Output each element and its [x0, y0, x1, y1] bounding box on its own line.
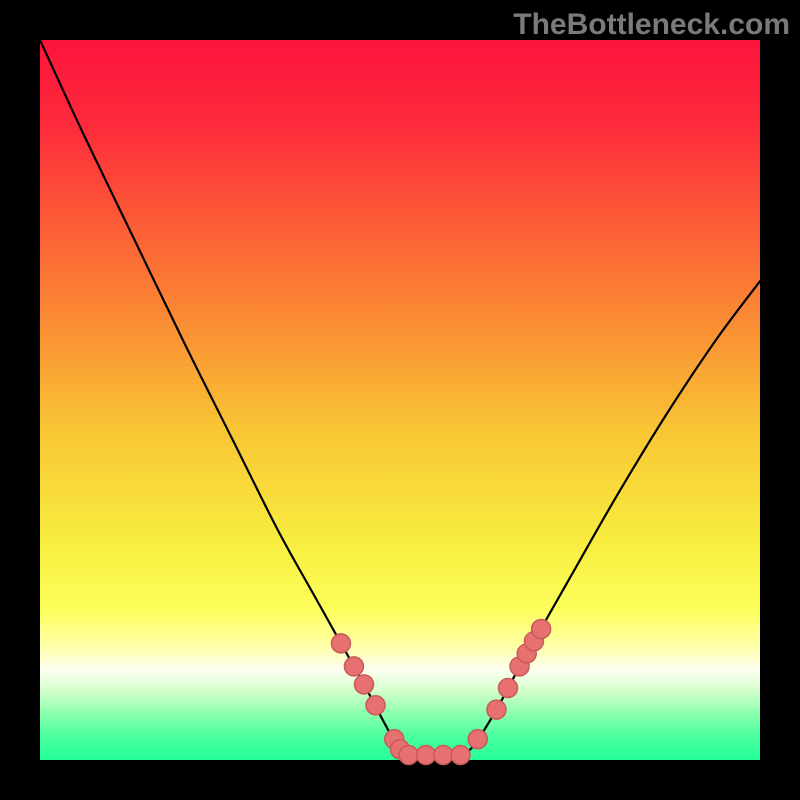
marker-dot — [355, 675, 374, 694]
marker-dot — [434, 745, 453, 764]
marker-dot — [331, 634, 350, 653]
marker-dot — [416, 745, 435, 764]
plot-area — [40, 40, 760, 760]
marker-dot — [532, 619, 551, 638]
watermark-text: TheBottleneck.com — [513, 8, 790, 42]
marker-dot — [399, 745, 418, 764]
marker-dot — [499, 679, 518, 698]
marker-dot — [451, 745, 470, 764]
marker-dot — [344, 657, 363, 676]
marker-dot — [366, 696, 385, 715]
marker-dot — [468, 730, 487, 749]
bottleneck-chart — [0, 0, 800, 800]
marker-dot — [487, 700, 506, 719]
